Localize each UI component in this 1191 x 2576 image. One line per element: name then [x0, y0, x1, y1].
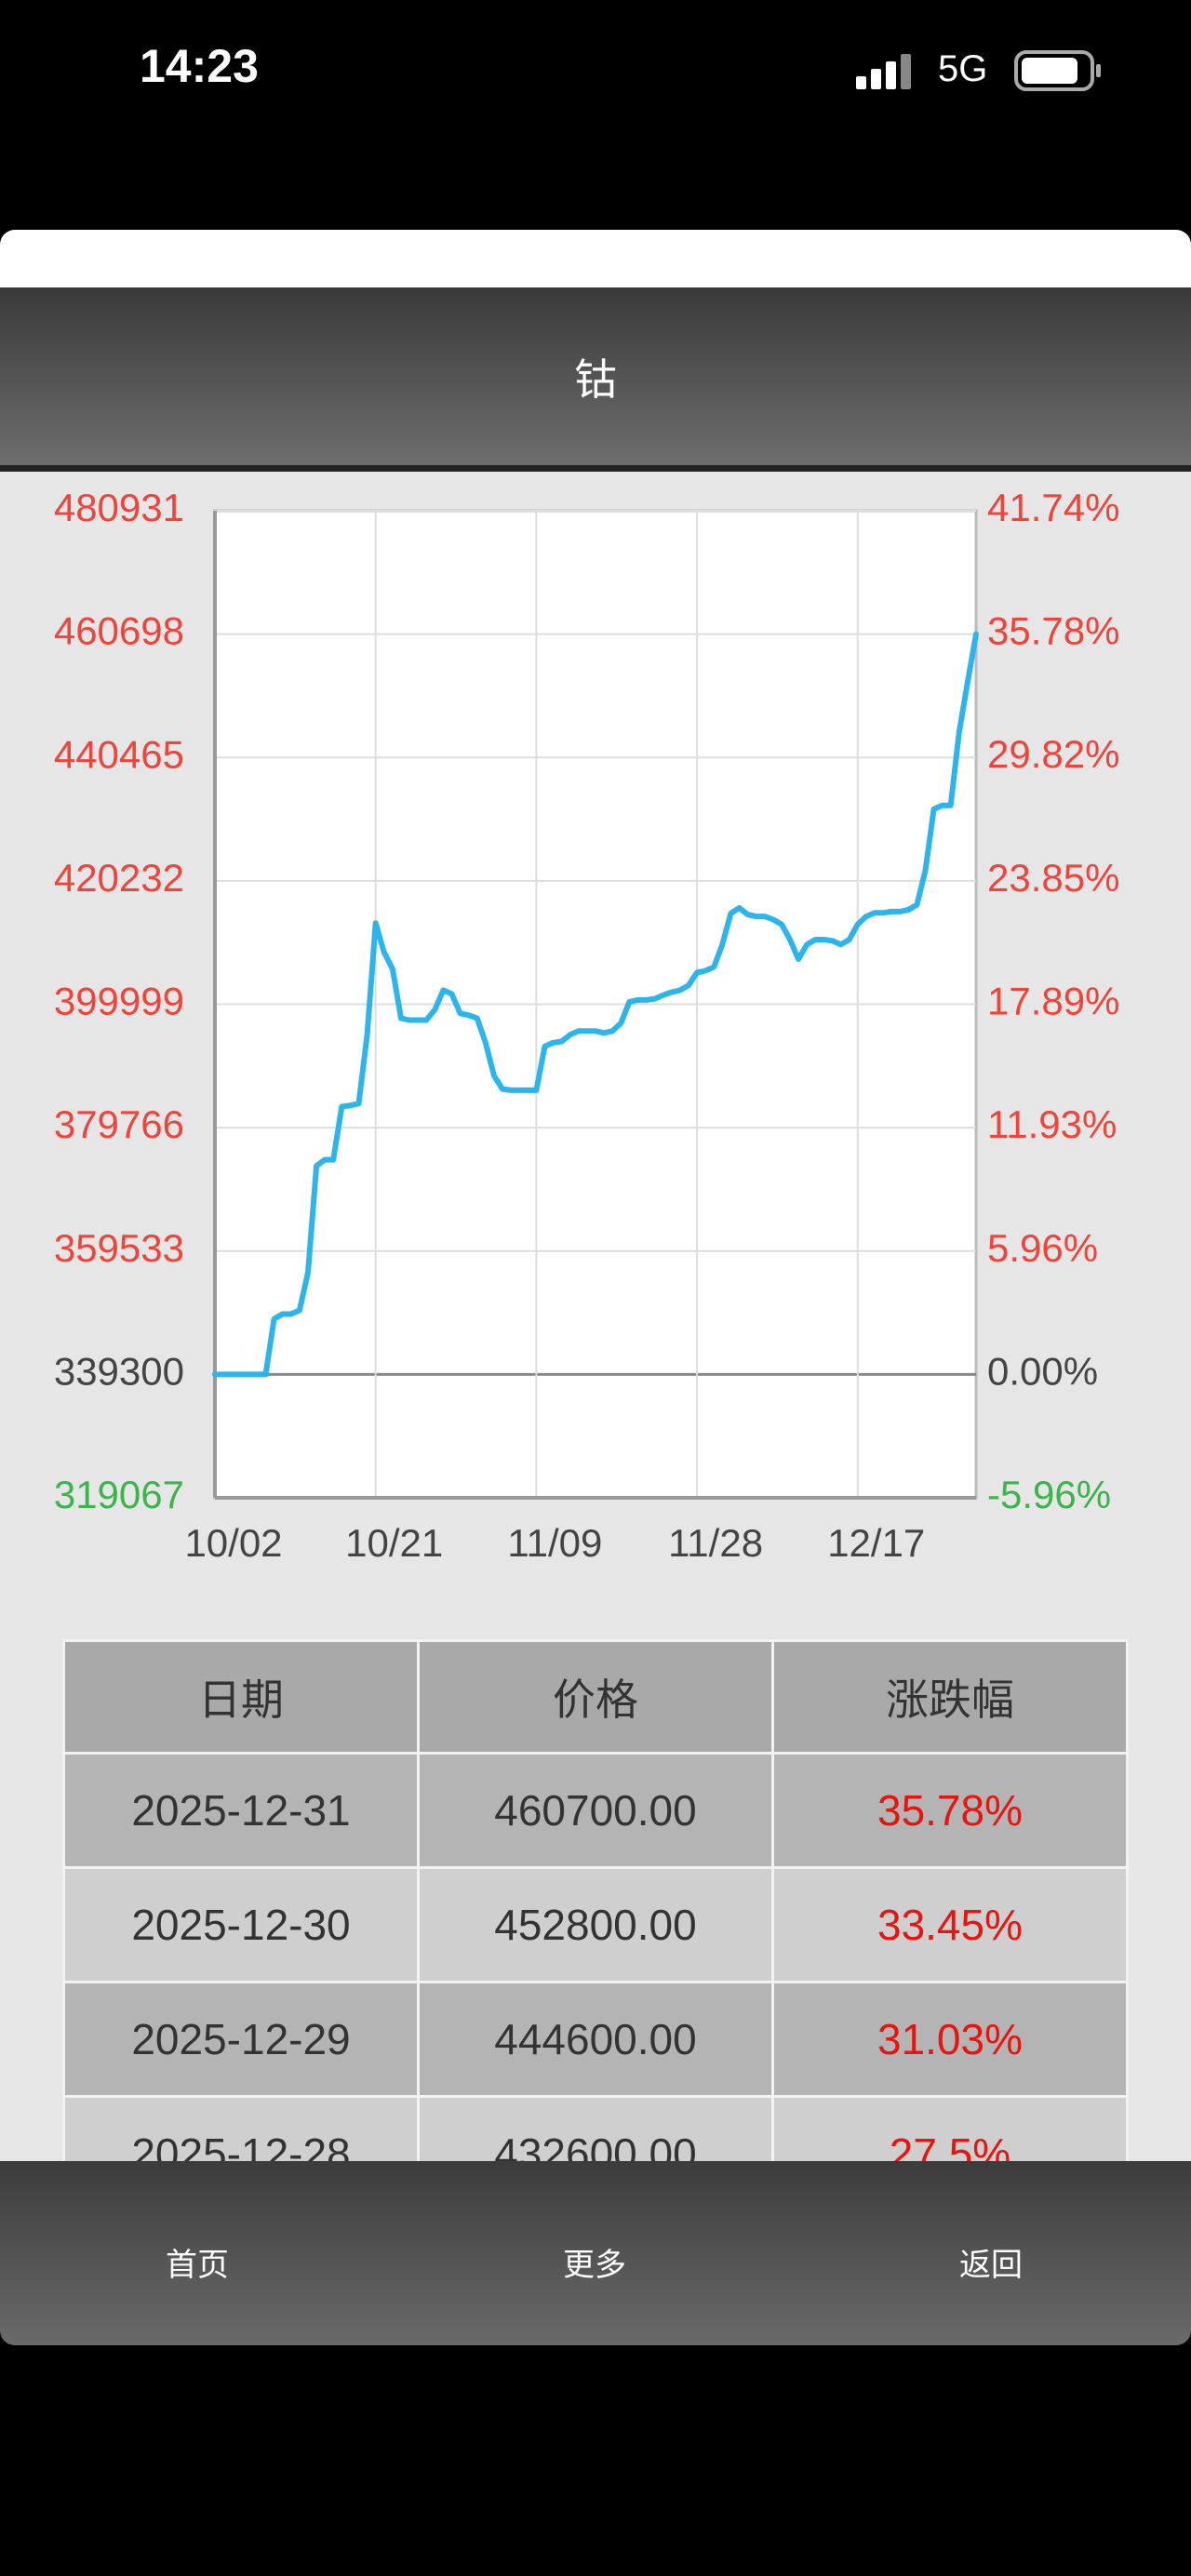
- battery-icon: [1014, 50, 1101, 91]
- x-tick-label: 11/28: [668, 1521, 763, 1565]
- table-row: 2025-12-28 432600.00 27.5%: [62, 2095, 1129, 2161]
- x-tick-label: 12/17: [827, 1521, 925, 1565]
- x-tick-label: 10/02: [184, 1521, 282, 1565]
- table-cell: 2025-12-29: [62, 1981, 420, 2098]
- table-header-cell: 日期: [62, 1639, 420, 1755]
- status-time: 14:23: [140, 40, 259, 92]
- page-header: 钴: [0, 287, 1191, 472]
- y-tick-label: 440465: [54, 732, 184, 776]
- table-cell: 460700.00: [417, 1752, 774, 1869]
- y-tick-label: 460698: [54, 609, 184, 653]
- y2-tick-label: 35.78%: [987, 609, 1119, 653]
- x-tick-label: 10/21: [345, 1521, 443, 1565]
- y2-tick-label: -5.96%: [987, 1473, 1111, 1516]
- top-strip: [0, 230, 1191, 287]
- bottom-nav: 首页 更多 返回: [0, 2161, 1191, 2345]
- chart: -5.96% 0.00% 5.96% 11.93% 17.89% 23.85% 29.82%…: [54, 486, 1120, 1565]
- y-tick-label: 359533: [54, 1226, 184, 1270]
- table-cell: 33.45%: [771, 1866, 1129, 1983]
- table-cell: 432600.00: [417, 2095, 774, 2161]
- table-cell: 2025-12-28: [62, 2095, 420, 2161]
- y2-tick-label: 29.82%: [987, 732, 1119, 776]
- price-table: 日期 价格 涨跌幅 2025-12-31 460700.00 35.78% 2025-12…: [62, 1639, 1129, 2161]
- table-body: 2025-12-31 460700.00 35.78% 2025-12-30 45280…: [62, 1752, 1129, 2161]
- table-cell: 2025-12-31: [62, 1752, 420, 1869]
- nav-item[interactable]: 返回: [959, 2247, 1023, 2284]
- y-tick-label: 399999: [54, 980, 184, 1023]
- table-cell: 2025-12-30: [62, 1866, 420, 1983]
- y2-tick-label: 23.85%: [987, 856, 1119, 900]
- y-tick-label: 480931: [54, 486, 184, 529]
- nav-item[interactable]: 更多: [563, 2247, 626, 2284]
- y-tick-label: 339300: [54, 1349, 184, 1393]
- table-cell: 35.78%: [771, 1752, 1129, 1869]
- table-cell: 31.03%: [771, 1981, 1129, 2098]
- y2-tick-label: 17.89%: [987, 980, 1119, 1023]
- table-row: 2025-12-29 444600.00 31.03%: [62, 1981, 1129, 2098]
- table-header-cell: 价格: [417, 1639, 774, 1755]
- signal-icon: [856, 54, 911, 89]
- content: -5.96% 0.00% 5.96% 11.93% 17.89% 23.85% 29.82%…: [0, 472, 1191, 2161]
- table-cell: 452800.00: [417, 1866, 774, 1983]
- table-header: 日期 价格 涨跌幅: [62, 1639, 1129, 1755]
- table-cell: 27.5%: [771, 2095, 1129, 2161]
- table-header-cell: 涨跌幅: [771, 1639, 1129, 1755]
- y2-tick-label: 41.74%: [987, 486, 1119, 529]
- table-row: 2025-12-31 460700.00 35.78%: [62, 1752, 1129, 1869]
- y2-tick-label: 11.93%: [987, 1102, 1117, 1146]
- y-tick-label: 420232: [54, 856, 184, 900]
- y2-tick-label: 5.96%: [987, 1226, 1098, 1270]
- price-line: [212, 631, 979, 1378]
- x-tick-label: 11/09: [507, 1521, 602, 1565]
- y-tick-label: 319067: [54, 1473, 184, 1516]
- status-network: 5G: [938, 48, 988, 89]
- table-row: 2025-12-30 452800.00 33.45%: [62, 1866, 1129, 1983]
- y-tick-label: 379766: [54, 1102, 184, 1146]
- y2-tick-label: 0.00%: [987, 1350, 1098, 1394]
- table-cell: 444600.00: [417, 1981, 774, 2098]
- nav-item[interactable]: 首页: [166, 2247, 229, 2284]
- page-title: 钴: [574, 354, 617, 405]
- table-wrap: 日期 价格 涨跌幅 2025-12-31 460700.00 35.78% 2025-12…: [62, 1639, 1129, 2161]
